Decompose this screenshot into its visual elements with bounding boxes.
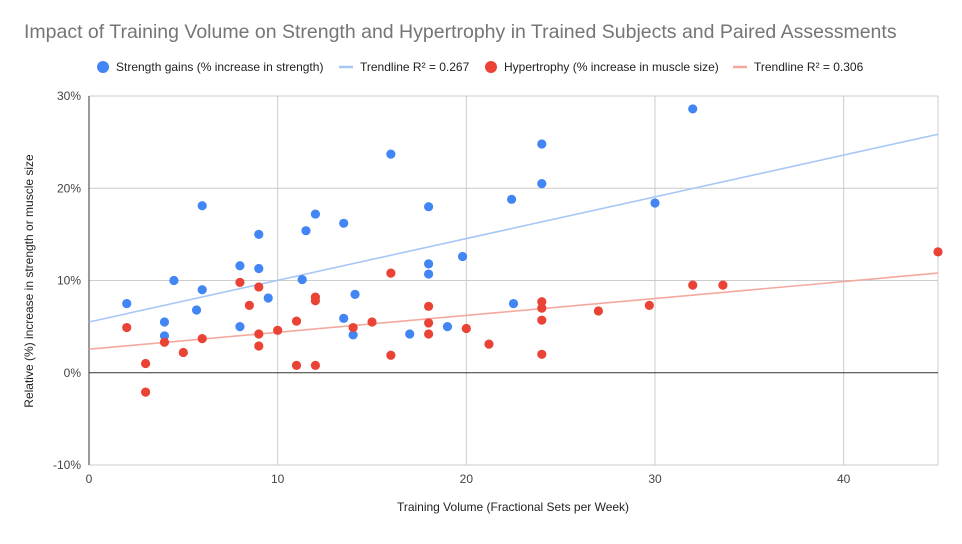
hypertrophy-point (273, 325, 283, 335)
strength-point (254, 263, 264, 274)
y-tick-label: 20% (57, 181, 81, 195)
strength-point (191, 305, 202, 315)
legend-hypertrophy-trendline: Trendline R² = 0.306 (733, 60, 864, 74)
x-tick-label: 20 (460, 472, 474, 486)
hypertrophy-point (310, 360, 320, 370)
strength-point (508, 298, 519, 309)
x-tick-label: 30 (648, 472, 662, 486)
strength-point (297, 274, 307, 285)
legend-label: Trendline R² = 0.306 (754, 60, 864, 74)
legend-label: Strength gains (% increase in strength) (116, 60, 323, 74)
x-axis-label: Training Volume (Fractional Sets per Wee… (397, 500, 629, 514)
strength-point (405, 329, 415, 339)
strength-point (507, 194, 517, 204)
strength-point (424, 269, 434, 279)
hypertrophy-point (291, 316, 302, 326)
legend: Strength gains (% increase in strength) T… (97, 60, 864, 74)
trendlines (88, 133, 939, 351)
strength-point (386, 149, 396, 159)
legend-strength-trendline: Trendline R² = 0.267 (339, 60, 470, 74)
hypertrophy-point (159, 337, 170, 347)
x-tick-label: 40 (837, 472, 851, 486)
strength-point (169, 275, 179, 286)
y-tick-label: 0% (64, 366, 82, 380)
legend-strength: Strength gains (% increase in strength) (97, 60, 323, 74)
gridlines (89, 95, 939, 466)
strength-point (442, 322, 453, 332)
hypertrophy-point (254, 329, 264, 339)
hypertrophy-point (122, 322, 132, 333)
legend-label: Trendline R² = 0.267 (360, 60, 470, 74)
y-tick-label: -10% (53, 458, 81, 472)
hypertrophy-point (141, 387, 151, 397)
strength-point (339, 313, 349, 323)
strength-point (235, 261, 245, 271)
strength-point (688, 104, 698, 114)
legend-label: Hypertrophy (% increase in muscle size) (504, 60, 719, 74)
strength-point (537, 179, 547, 189)
strength-point (159, 331, 170, 341)
hypertrophy-point (537, 349, 547, 359)
hypertrophy-point (461, 323, 471, 334)
hypertrophy-point (688, 280, 698, 290)
x-tick-label: 10 (271, 472, 285, 486)
hypertrophy-point (367, 317, 377, 327)
strength-point (457, 251, 468, 262)
strength-point (424, 202, 434, 212)
legend-hypertrophy: Hypertrophy (% increase in muscle size) (485, 60, 719, 74)
strength-point (122, 298, 132, 309)
hypertrophy-point (424, 318, 434, 328)
strength-point (310, 209, 320, 219)
hypertrophy-point (386, 350, 396, 360)
strength-point (301, 226, 311, 236)
hypertrophy-point (254, 341, 264, 351)
hypertrophy-point (310, 296, 320, 306)
hypertrophy-point (141, 358, 151, 369)
data-points (122, 104, 943, 397)
chart-title: Impact of Training Volume on Strength an… (24, 21, 897, 43)
legend-marker (97, 61, 109, 73)
hypertrophy-point (537, 315, 547, 325)
strength-point (235, 322, 245, 332)
y-tick-label: 10% (57, 274, 81, 288)
strength-point (197, 201, 207, 211)
hypertrophy-point (424, 301, 434, 311)
legend-marker (485, 61, 497, 73)
trendline-2 (88, 272, 939, 351)
hypertrophy-point (348, 322, 358, 333)
strength-point (159, 317, 170, 327)
hypertrophy-point (235, 277, 245, 287)
hypertrophy-point (197, 334, 207, 344)
hypertrophy-point (484, 339, 494, 349)
strength-point (339, 218, 349, 228)
strength-point (348, 330, 358, 340)
hypertrophy-point (644, 300, 654, 311)
hypertrophy-point (244, 300, 254, 311)
strength-point (350, 289, 360, 299)
strength-point (254, 229, 264, 239)
strength-point (650, 198, 660, 208)
trendline-1 (88, 133, 939, 323)
hypertrophy-point (537, 303, 547, 313)
hypertrophy-point (178, 347, 188, 358)
axes: -10% 0% 10% 20% 30% 0 10 20 30 40 (53, 89, 938, 486)
y-tick-label: 30% (57, 89, 81, 103)
strength-point (537, 139, 547, 149)
hypertrophy-point (718, 280, 728, 290)
hypertrophy-point (537, 297, 547, 307)
hypertrophy-point (424, 329, 434, 339)
hypertrophy-point (593, 306, 604, 316)
x-tick-label: 0 (86, 472, 93, 486)
strength-point (424, 259, 434, 269)
strength-point (197, 285, 207, 295)
hypertrophy-point (386, 268, 396, 278)
y-axis-label: Relative (%) increase in strength or mus… (22, 154, 36, 408)
hypertrophy-point (291, 360, 302, 370)
hypertrophy-point (254, 282, 264, 292)
strength-point (263, 293, 273, 303)
hypertrophy-point (933, 247, 943, 257)
